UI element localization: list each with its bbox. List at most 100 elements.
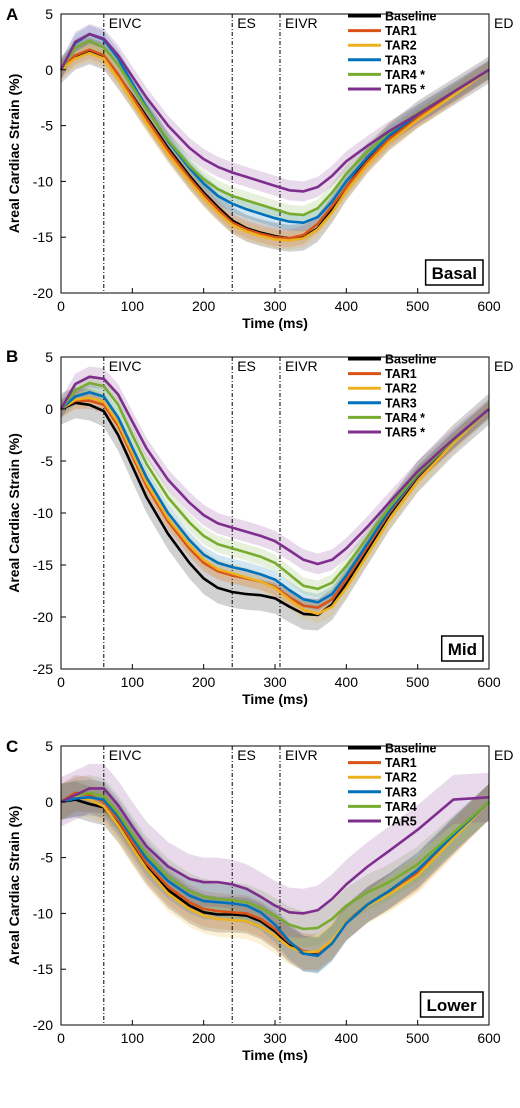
legend-entry-baseline: Baseline	[385, 742, 436, 756]
series-line-tar5	[60, 787, 490, 915]
panel-letter: A	[6, 5, 18, 24]
event-label-es: ES	[237, 747, 256, 763]
series-line-tar5	[59, 375, 490, 566]
x-tick-label: 200	[192, 298, 216, 314]
y-tick-label: 5	[45, 349, 53, 365]
legend-entry-tar4: TAR4 *	[385, 411, 425, 425]
x-tick-label: 400	[335, 298, 359, 314]
y-tick-label: -10	[33, 173, 53, 189]
legend-entry-baseline: Baseline	[385, 353, 436, 367]
event-label-eivr: EIVR	[285, 15, 318, 31]
series-line-tar2	[60, 396, 490, 616]
legend-entry-tar1: TAR1	[385, 367, 417, 381]
event-label-ed: ED	[494, 15, 513, 31]
legend-entry-tar3: TAR3	[385, 396, 417, 410]
legend-entry-tar2: TAR2	[385, 771, 417, 785]
series-line-tar4	[59, 39, 490, 217]
y-axis-label: Areal Cardiac Strain (%)	[6, 806, 22, 966]
x-tick-label: 400	[335, 674, 359, 690]
y-tick-label: 5	[45, 6, 53, 22]
series-line-tar5	[59, 32, 490, 193]
x-tick-label: 300	[263, 1030, 287, 1046]
x-tick-label: 500	[406, 1030, 430, 1046]
x-tick-label: 100	[121, 674, 145, 690]
x-tick-label: 600	[477, 298, 501, 314]
x-tick-label: 200	[192, 1030, 216, 1046]
legend-entry-tar1: TAR1	[385, 756, 417, 770]
legend-entry-tar5: TAR5 *	[385, 426, 425, 440]
x-tick-label: 0	[57, 1030, 65, 1046]
y-axis-label: Areal Cardiac Strain (%)	[6, 433, 22, 593]
event-label-es: ES	[237, 358, 256, 374]
y-axis-label: Areal Cardiac Strain (%)	[6, 74, 22, 234]
legend-entry-tar4: TAR4 *	[385, 68, 425, 82]
event-label-es: ES	[237, 15, 256, 31]
series-line-tar2	[60, 51, 490, 242]
series-line-baseline	[60, 401, 490, 617]
band-tar2	[61, 388, 489, 624]
y-tick-label: -10	[33, 905, 53, 921]
series-line-tar4	[59, 381, 490, 591]
series-line-tar3	[60, 391, 490, 604]
x-axis-label: Time (ms)	[242, 1047, 308, 1063]
series-line-tar1	[60, 48, 490, 240]
y-tick-label: 0	[45, 794, 53, 810]
event-label-ed: ED	[494, 747, 513, 763]
x-tick-label: 0	[57, 298, 65, 314]
band-tar5	[61, 763, 489, 938]
y-tick-label: -15	[33, 229, 53, 245]
y-tick-label: -25	[33, 661, 53, 677]
region-label: Basal	[432, 264, 477, 283]
y-tick-label: -15	[33, 961, 53, 977]
y-tick-label: -5	[41, 850, 54, 866]
event-label-eivc: EIVC	[109, 358, 142, 374]
y-tick-label: 5	[45, 738, 53, 754]
y-tick-label: -20	[33, 285, 53, 301]
x-tick-label: 0	[57, 674, 65, 690]
legend-entry-tar3: TAR3	[385, 53, 417, 67]
y-tick-label: 0	[45, 62, 53, 78]
series-line-tar3	[60, 796, 490, 958]
y-tick-label: -5	[41, 453, 54, 469]
region-label-box	[424, 259, 484, 286]
y-tick-label: -20	[33, 1017, 53, 1033]
legend-entry-tar5: TAR5 *	[385, 83, 425, 97]
legend-entry-baseline: Baseline	[385, 10, 436, 24]
region-label-box	[440, 635, 484, 662]
x-tick-label: 400	[335, 1030, 359, 1046]
event-label-eivr: EIVR	[285, 358, 318, 374]
x-axis-label: Time (ms)	[242, 315, 308, 331]
legend-entry-tar4: TAR4	[385, 800, 417, 814]
y-tick-label: 0	[45, 401, 53, 417]
event-label-eivr: EIVR	[285, 747, 318, 763]
legend-entry-tar1: TAR1	[385, 24, 417, 38]
series-line-tar3	[59, 32, 490, 224]
region-label: Lower	[427, 996, 477, 1015]
legend-entry-tar2: TAR2	[385, 382, 417, 396]
x-tick-label: 600	[477, 674, 501, 690]
legend-entry-tar2: TAR2	[385, 39, 417, 53]
x-tick-label: 100	[121, 298, 145, 314]
y-tick-label: -15	[33, 557, 53, 573]
legend-entry-tar5: TAR5	[385, 815, 417, 829]
event-label-eivc: EIVC	[109, 747, 142, 763]
x-tick-label: 600	[477, 1030, 501, 1046]
series-line-tar4	[60, 791, 490, 931]
x-tick-label: 500	[406, 298, 430, 314]
legend-entry-tar3: TAR3	[385, 785, 417, 799]
x-axis-label: Time (ms)	[242, 691, 308, 707]
x-tick-label: 500	[406, 674, 430, 690]
x-tick-label: 300	[263, 674, 287, 690]
panel-letter: C	[6, 737, 18, 756]
x-tick-label: 300	[263, 298, 287, 314]
y-tick-label: -10	[33, 505, 53, 521]
x-tick-label: 100	[121, 1030, 145, 1046]
region-label: Mid	[448, 640, 477, 659]
panel-letter: B	[6, 347, 18, 366]
band-tar2	[61, 44, 489, 250]
region-label-box	[419, 991, 484, 1018]
